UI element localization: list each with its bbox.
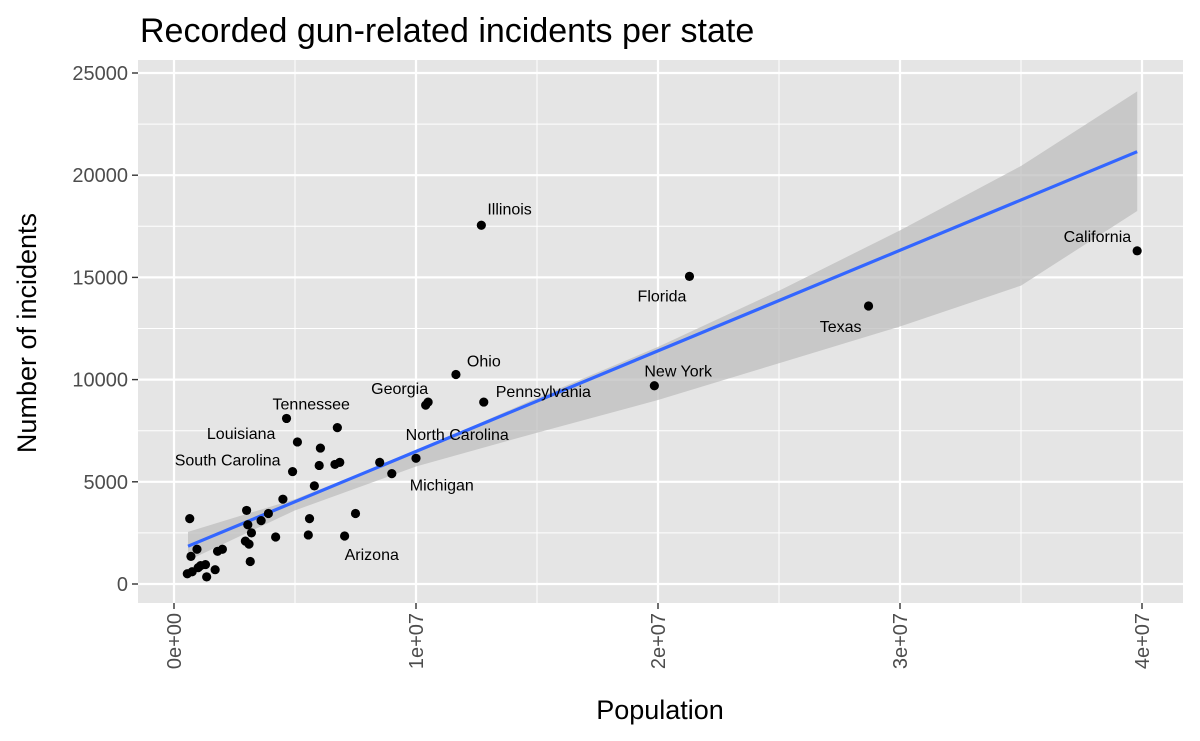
data-point	[196, 561, 206, 571]
y-axis-title: Number of incidents	[12, 213, 42, 453]
plot-panel	[138, 60, 1183, 603]
point-label-louisiana: Louisiana	[207, 426, 276, 443]
y-tick-label: 15000	[72, 267, 128, 289]
data-point	[375, 457, 385, 467]
data-point	[182, 569, 192, 579]
data-point	[309, 481, 319, 491]
data-point	[315, 443, 326, 453]
data-point	[332, 423, 342, 433]
point-label-california: California	[1064, 229, 1132, 246]
point-label-michigan: Michigan	[410, 478, 474, 495]
data-point	[263, 508, 273, 519]
y-tick-label: 0	[117, 574, 128, 596]
y-tick-label: 25000	[72, 63, 128, 85]
point-label-tennessee: Tennessee	[273, 396, 350, 413]
data-point-new-york	[649, 381, 659, 391]
point-label-north-carolina: North Carolina	[406, 427, 509, 444]
data-point	[244, 539, 254, 549]
fit-line-layer	[187, 150, 1138, 548]
data-point-florida	[684, 271, 695, 281]
point-labels-layer: Illinois California Florida Texas Ohio New Yo…	[175, 201, 1132, 564]
y-axis: 0 5000 10000 15000 20000 25000	[72, 63, 138, 596]
data-point	[304, 513, 315, 524]
point-label-illinois: Illinois	[487, 201, 531, 218]
data-point	[243, 520, 253, 530]
x-tick-label: 3e+07	[890, 613, 912, 669]
confidence-band	[188, 91, 1138, 561]
data-point-pennsylvania	[479, 397, 489, 407]
point-label-ohio: Ohio	[467, 353, 501, 370]
data-point	[242, 505, 252, 516]
data-point	[210, 565, 220, 575]
data-point	[245, 556, 255, 567]
data-point-louisiana	[292, 437, 303, 447]
data-point-illinois	[476, 220, 486, 230]
data-point	[192, 544, 202, 554]
data-point	[335, 457, 345, 467]
data-points-layer	[182, 220, 1142, 582]
data-point	[350, 508, 361, 519]
data-point	[256, 516, 266, 526]
data-point-south-carolina	[287, 466, 298, 477]
point-label-arizona: Arizona	[345, 547, 399, 564]
data-point-tennessee	[281, 413, 292, 424]
data-point-california	[1132, 246, 1142, 256]
point-label-georgia: Georgia	[371, 381, 428, 398]
data-point	[411, 453, 421, 463]
confidence-band-layer	[188, 91, 1138, 561]
point-label-south-carolina: South Carolina	[175, 453, 281, 470]
data-point	[202, 572, 212, 582]
point-label-new-york: New York	[644, 364, 713, 381]
data-point	[246, 528, 257, 538]
data-point	[185, 513, 195, 524]
x-tick-label: 0e+00	[164, 613, 186, 669]
fit-line	[187, 150, 1138, 548]
y-tick-label: 10000	[72, 370, 128, 392]
point-label-pennsylvania: Pennsylvania	[496, 384, 591, 401]
point-label-texas: Texas	[820, 319, 862, 336]
data-point-north-carolina	[421, 400, 431, 410]
x-tick-label: 2e+07	[648, 613, 670, 669]
x-axis: 0e+00 1e+07 2e+07 3e+07 4e+07	[164, 603, 1154, 669]
data-point	[278, 494, 288, 504]
data-point	[303, 530, 313, 540]
point-label-florida: Florida	[638, 288, 687, 305]
data-point	[271, 532, 281, 542]
x-tick-label: 4e+07	[1132, 613, 1154, 669]
chart-title: Recorded gun-related incidents per state	[140, 12, 754, 50]
data-point-arizona	[340, 531, 350, 541]
data-point-texas	[863, 301, 874, 311]
x-tick-label: 1e+07	[406, 613, 428, 669]
data-point	[217, 544, 227, 554]
y-tick-label: 5000	[84, 472, 129, 494]
data-point	[186, 551, 196, 562]
data-point-ohio	[451, 369, 461, 380]
y-tick-label: 20000	[72, 165, 128, 187]
x-axis-title: Population	[596, 695, 724, 725]
data-point-michigan	[387, 469, 397, 479]
data-point	[314, 460, 324, 471]
